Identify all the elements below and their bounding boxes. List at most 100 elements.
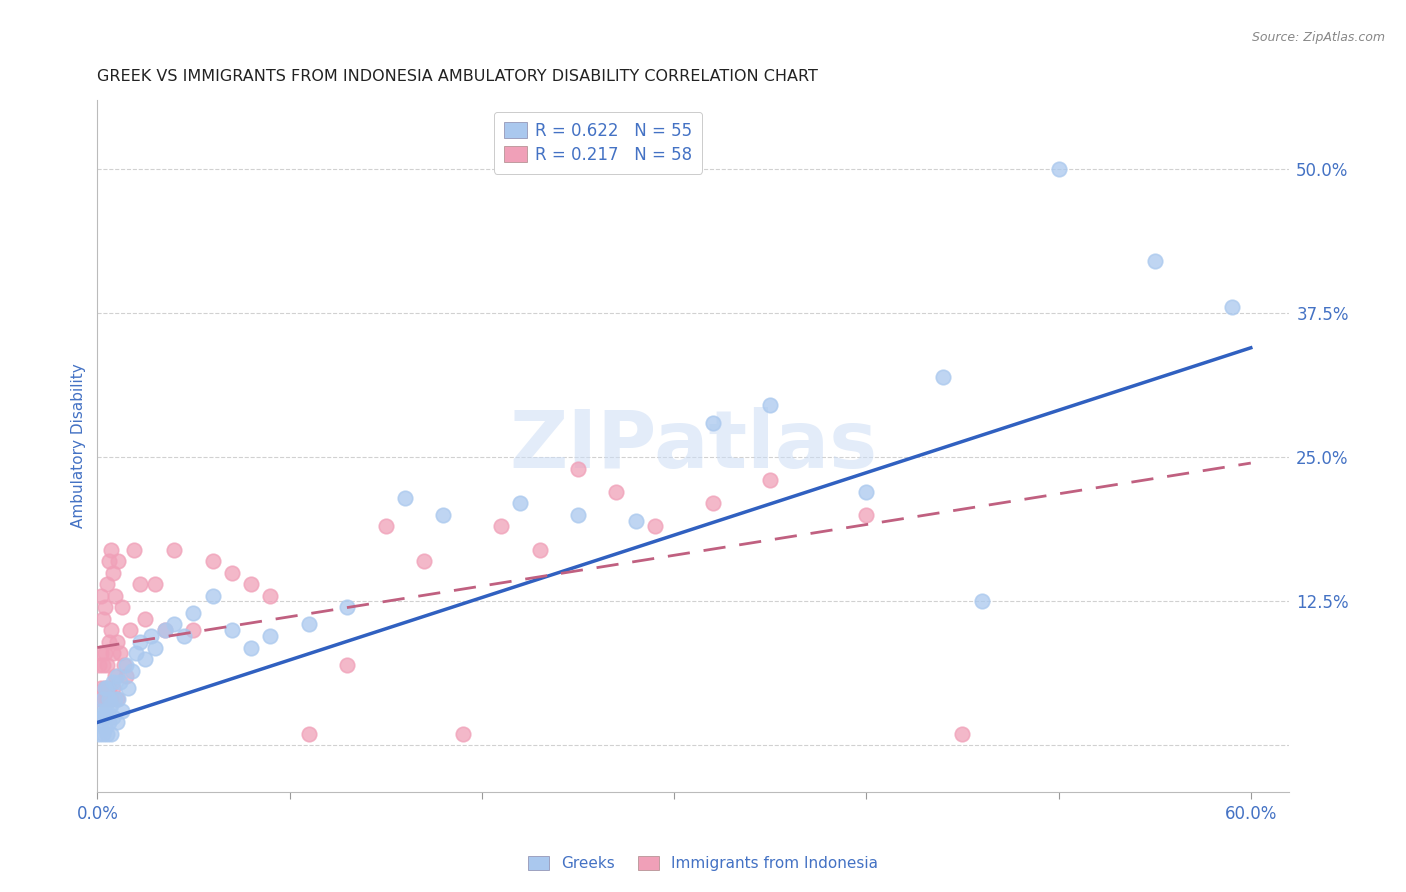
Point <box>143 577 166 591</box>
Point <box>240 577 263 591</box>
Point <box>1220 301 1243 315</box>
Point <box>110 646 132 660</box>
Point <box>115 669 138 683</box>
Point <box>104 692 127 706</box>
Point <box>509 496 531 510</box>
Point <box>125 646 148 660</box>
Point <box>122 542 145 557</box>
Point <box>221 566 243 580</box>
Point <box>91 657 114 672</box>
Text: ZIPatlas: ZIPatlas <box>509 407 877 484</box>
Point <box>153 624 176 638</box>
Point <box>110 675 132 690</box>
Point <box>134 652 156 666</box>
Point <box>101 675 124 690</box>
Point <box>111 600 134 615</box>
Point <box>105 634 128 648</box>
Point <box>259 589 281 603</box>
Point <box>952 727 974 741</box>
Point <box>644 519 666 533</box>
Point <box>107 692 129 706</box>
Y-axis label: Ambulatory Disability: Ambulatory Disability <box>72 363 86 528</box>
Point <box>163 617 186 632</box>
Point <box>100 542 122 557</box>
Point <box>112 657 135 672</box>
Point <box>702 496 724 510</box>
Text: Source: ZipAtlas.com: Source: ZipAtlas.com <box>1251 31 1385 45</box>
Point <box>117 681 139 695</box>
Point <box>91 727 114 741</box>
Point <box>759 399 782 413</box>
Point <box>605 484 627 499</box>
Point <box>336 600 359 615</box>
Point <box>96 657 118 672</box>
Point <box>90 704 112 718</box>
Point <box>115 657 138 672</box>
Point <box>90 681 112 695</box>
Point <box>105 715 128 730</box>
Legend: R = 0.622   N = 55, R = 0.217   N = 58: R = 0.622 N = 55, R = 0.217 N = 58 <box>494 112 703 174</box>
Point <box>394 491 416 505</box>
Point <box>183 606 205 620</box>
Point <box>529 542 551 557</box>
Point <box>89 657 111 672</box>
Point <box>97 554 120 568</box>
Point <box>163 542 186 557</box>
Point <box>94 681 117 695</box>
Point <box>101 709 124 723</box>
Point <box>94 646 117 660</box>
Point <box>94 600 117 615</box>
Point <box>134 612 156 626</box>
Point <box>94 704 117 718</box>
Point <box>101 646 124 660</box>
Point <box>201 554 224 568</box>
Point <box>100 692 122 706</box>
Point <box>100 727 122 741</box>
Point <box>104 589 127 603</box>
Point <box>96 704 118 718</box>
Point <box>91 692 114 706</box>
Point <box>89 692 111 706</box>
Point <box>101 566 124 580</box>
Point <box>173 629 195 643</box>
Point <box>298 617 321 632</box>
Point <box>153 624 176 638</box>
Point <box>91 692 114 706</box>
Point <box>451 727 474 741</box>
Point <box>91 612 114 626</box>
Point <box>90 589 112 603</box>
Point <box>336 657 359 672</box>
Point <box>1047 162 1070 177</box>
Point <box>298 727 321 741</box>
Point <box>94 681 117 695</box>
Point <box>111 704 134 718</box>
Point <box>183 624 205 638</box>
Point <box>259 629 281 643</box>
Point <box>1143 254 1166 268</box>
Point <box>96 692 118 706</box>
Point <box>105 669 128 683</box>
Point <box>97 634 120 648</box>
Point <box>141 629 163 643</box>
Point <box>107 554 129 568</box>
Point <box>90 715 112 730</box>
Legend: Greeks, Immigrants from Indonesia: Greeks, Immigrants from Indonesia <box>522 849 884 877</box>
Point <box>96 577 118 591</box>
Point <box>128 634 150 648</box>
Point <box>90 646 112 660</box>
Point <box>567 462 589 476</box>
Point <box>240 640 263 655</box>
Point <box>201 589 224 603</box>
Point <box>128 577 150 591</box>
Text: GREEK VS IMMIGRANTS FROM INDONESIA AMBULATORY DISABILITY CORRELATION CHART: GREEK VS IMMIGRANTS FROM INDONESIA AMBUL… <box>97 69 818 84</box>
Point <box>89 727 111 741</box>
Point <box>96 681 118 695</box>
Point <box>94 721 117 735</box>
Point <box>100 698 122 713</box>
Point <box>97 692 120 706</box>
Point <box>702 416 724 430</box>
Point <box>143 640 166 655</box>
Point <box>624 514 647 528</box>
Point <box>97 681 120 695</box>
Point <box>101 681 124 695</box>
